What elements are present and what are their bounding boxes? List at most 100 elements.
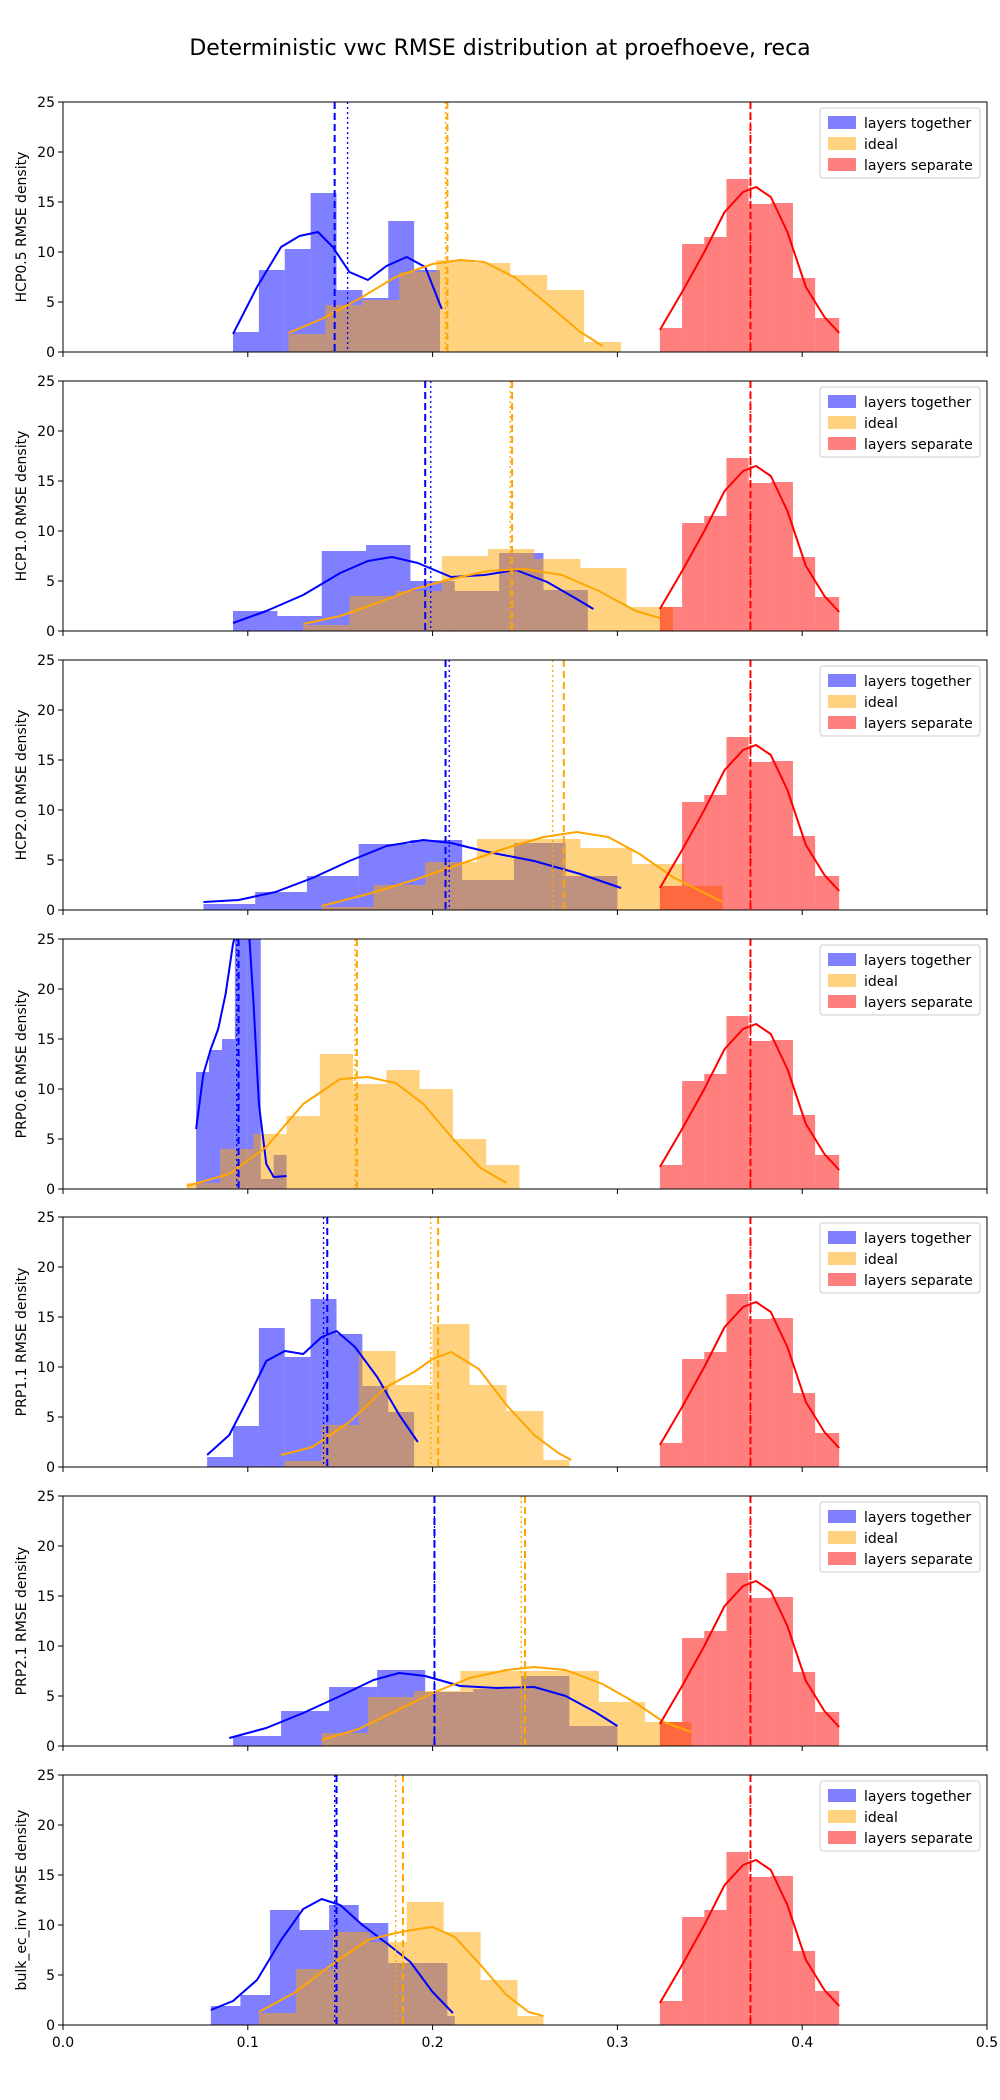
histogram-bar-ideal (552, 1671, 599, 1746)
histogram-bar-ideal (286, 1116, 320, 1189)
kde-line-layers-separate (659, 744, 840, 892)
histogram-bar-layers-separate (726, 1294, 749, 1467)
kde-line-ideal (258, 1926, 544, 2017)
histogram-bar-layers-separate (704, 1631, 727, 1746)
histogram-bar-ideal (349, 596, 396, 631)
histogram-bar-layers-together (208, 1050, 222, 1189)
histogram-bar-ideal (506, 1411, 544, 1467)
histogram-bar-layers-separate (815, 318, 840, 352)
kde-line-layers-separate (659, 186, 840, 334)
legend-label-layers-together: layers together (864, 1231, 971, 1247)
legend: layers together ideal layers separate (819, 1222, 981, 1294)
legend-label-layers-together: layers together (864, 116, 971, 132)
legend-label-ideal: ideal (864, 1252, 898, 1268)
y-tick-label: 10 (37, 803, 55, 819)
y-tick-label: 25 (37, 1489, 55, 1505)
histogram-bar-layers-separate (770, 1876, 793, 2025)
histogram-bar-layers-together (247, 939, 261, 1189)
legend-label-layers-together: layers together (864, 395, 971, 411)
y-tick-label: 10 (37, 524, 55, 540)
histogram-bar-layers-separate (748, 204, 771, 352)
y-tick-label: 20 (37, 1818, 55, 1834)
subplot-3: 0 5 10 15 20 25 HCP2.0 RMSE density layers toge… (14, 653, 988, 919)
histogram-bar-ideal (534, 559, 581, 631)
histogram-bar-layers-together (258, 1328, 285, 1467)
y-tick-label: 25 (37, 653, 55, 669)
y-axis-label: HCP1.0 RMSE density (14, 431, 30, 582)
legend-box (819, 1780, 981, 1852)
legend-label-layers-separate: layers separate (864, 1273, 973, 1289)
axes-frame (62, 938, 988, 1190)
histogram-bar-layers-separate (770, 1318, 793, 1467)
histogram-bar-layers-separate (748, 762, 771, 910)
legend-label-ideal: ideal (864, 137, 898, 153)
x-tick-label: 0.3 (606, 2035, 628, 2051)
subplot-1: 0 5 10 15 20 25 HCP0.5 RMSE density layers toge… (14, 95, 988, 361)
plot-area (232, 102, 840, 352)
histogram-bar-layers-separate (659, 328, 683, 352)
kde-line-ideal (302, 568, 661, 625)
y-tick-label: 5 (46, 1410, 55, 1426)
legend-label-layers-separate: layers separate (864, 995, 973, 1011)
histogram-bar-ideal (580, 568, 627, 631)
y-tick-label: 25 (37, 95, 55, 111)
histogram-bar-ideal (473, 263, 511, 352)
histogram-bar-ideal (436, 260, 474, 352)
kde-line-ideal (280, 1351, 572, 1461)
legend-label-layers-together: layers together (864, 674, 971, 690)
kde-line-ideal (321, 1666, 692, 1741)
x-tick-label: 0.4 (791, 2035, 813, 2051)
legend-swatch-layers-together (828, 1510, 856, 1523)
plot-area (210, 1775, 840, 2025)
histogram-bar-ideal (321, 1733, 368, 1746)
histogram-bar-layers-separate (726, 737, 749, 910)
histogram-bar-layers-together (306, 876, 359, 910)
histogram-bar-ideal (441, 556, 489, 631)
legend-box (819, 1222, 981, 1294)
y-axis-label: PRP1.1 RMSE density (14, 1268, 30, 1417)
y-tick-label: 20 (37, 145, 55, 161)
legend-box (819, 107, 981, 179)
histogram-bar-layers-separate (748, 1877, 771, 2025)
histogram-bar-layers-separate (682, 523, 705, 631)
histogram-bar-layers-separate (682, 1917, 705, 2025)
histogram-bar-layers-separate (659, 2001, 683, 2025)
legend-label-ideal: ideal (864, 1810, 898, 1826)
legend-swatch-ideal (828, 1531, 856, 1544)
y-axis-label: HCP2.0 RMSE density (14, 710, 30, 861)
legend-swatch-layers-separate (828, 716, 856, 729)
legend-swatch-layers-separate (828, 437, 856, 450)
histogram-bar-layers-separate (726, 1852, 749, 2025)
y-tick-label: 25 (37, 374, 55, 390)
histogram-bar-layers-together (210, 2006, 241, 2025)
histogram-bar-layers-separate (792, 1951, 816, 2025)
plot-area (206, 1217, 840, 1467)
histogram-bar-layers-separate (792, 278, 816, 352)
histogram-bar-ideal (186, 1183, 221, 1189)
axes-frame (62, 101, 988, 353)
legend-box (819, 386, 981, 458)
histogram-bar-layers-separate (748, 1319, 771, 1467)
histogram-bar-layers-together (233, 1426, 259, 1467)
histogram-bar-ideal (325, 305, 363, 352)
legend-swatch-ideal (828, 137, 856, 150)
subplot-6: 0 5 10 15 20 25 PRP2.1 RMSE density layers toge… (14, 1489, 988, 1755)
kde-line-layers-separate (659, 1859, 840, 2007)
kde-line-ideal (321, 831, 724, 907)
kde-line-ideal (186, 1076, 508, 1187)
histogram-bar-layers-separate (659, 607, 683, 631)
histogram-bar-ideal (425, 862, 477, 910)
legend-swatch-ideal (828, 974, 856, 987)
legend-swatch-layers-separate (828, 1831, 856, 1844)
legend-swatch-layers-together (828, 674, 856, 687)
histogram-bar-layers-separate (726, 1016, 749, 1189)
y-tick-label: 5 (46, 1968, 55, 1984)
histogram-bar-layers-separate (704, 1352, 727, 1467)
legend-label-layers-together: layers together (864, 1510, 971, 1526)
legend: layers together ideal layers separate (819, 107, 981, 179)
y-tick-label: 5 (46, 295, 55, 311)
kde-line-layers-together (206, 1330, 419, 1456)
kde-line-layers-together (229, 1672, 618, 1739)
histogram-bar-ideal (399, 272, 437, 352)
histogram-bar-layers-separate (748, 1598, 771, 1746)
